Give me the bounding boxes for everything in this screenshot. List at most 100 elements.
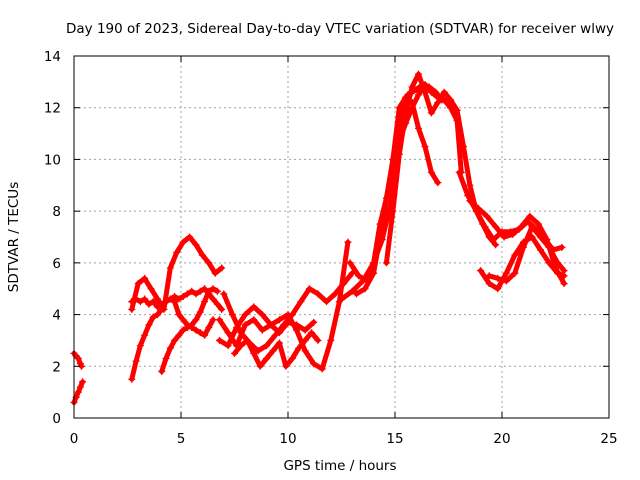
data-point [250,349,258,357]
data-point [481,223,489,231]
data-point [220,290,228,298]
data-point [537,246,545,254]
data-point [267,321,275,329]
data-point [128,305,136,313]
data-point [327,336,335,344]
data-point [205,259,213,267]
data-point [218,264,226,272]
y-tick-label: 6 [52,256,61,272]
series-trace-r [486,224,567,284]
data-point [218,305,226,313]
data-point [263,355,271,363]
data-point [179,316,187,324]
data-point [427,88,435,96]
data-point [228,311,236,319]
series-trace-f [159,286,220,374]
data-point [415,70,423,78]
data-point [519,243,527,251]
data-point [179,238,187,246]
data-point [209,295,217,303]
data-point [233,342,241,350]
data-point [136,298,144,306]
data-point [205,287,213,295]
data-point [305,285,313,293]
data-point [554,269,562,277]
data-point [338,295,345,303]
data-point [256,362,264,370]
data-point [331,290,339,298]
y-tick-label: 8 [52,204,61,220]
axis-ticks: 0 5 10 15 20 25 0 2 4 6 8 10 12 14 [44,49,618,447]
data-point [196,329,204,337]
data-point [526,212,534,220]
data-point [158,305,166,313]
data-point [201,298,209,306]
data-point [231,349,238,357]
data-point [310,318,318,326]
data-point [288,355,296,363]
data-point [175,295,183,303]
data-point [389,161,397,169]
x-tick-label: 5 [177,431,186,447]
data-point [348,287,356,295]
data-point [558,243,566,251]
data-point [258,311,266,319]
data-point [389,207,397,215]
series-trace-h [217,239,351,372]
data-point [275,329,283,337]
data-point [147,285,155,293]
y-tick-label: 10 [44,152,61,168]
data-point [205,324,213,331]
y-tick-label: 0 [52,411,61,427]
data-point [158,367,166,375]
y-tick-label: 2 [52,359,61,375]
data-point [74,388,82,396]
data-point [74,355,82,363]
data-point [344,238,352,246]
data-point [153,295,161,303]
data-point [427,109,435,117]
data-point [528,223,536,231]
data-point [427,168,435,176]
data-point [171,336,179,344]
data-point [314,336,322,344]
data-point [241,311,249,319]
data-point [453,106,461,114]
x-tick-label: 10 [279,431,296,447]
data-point [459,143,467,150]
data-point [492,241,500,249]
chart-title: Day 190 of 2023, Sidereal Day-to-day VTE… [66,21,614,37]
data-point [502,277,510,285]
data-point [314,290,322,298]
data-point [310,360,318,368]
data-point [560,267,568,275]
data-point [395,150,403,158]
data-point [359,277,367,285]
data-point [271,331,279,339]
data-point [376,233,384,241]
data-point [494,274,502,282]
data-point [517,223,525,231]
data-point [179,292,187,300]
data-point [402,109,410,117]
data-point [361,285,369,293]
data-point [408,83,416,91]
data-point [440,88,448,96]
data-point [474,205,482,213]
data-point [500,233,508,241]
data-point [275,316,283,324]
data-point [477,267,485,275]
data-point [421,143,429,150]
data-point [166,344,174,352]
data-point [269,347,277,355]
data-point [201,331,209,339]
series-trace-i [232,330,321,369]
data-point [213,287,221,295]
data-point [196,308,204,316]
data-point [434,179,442,187]
data-point [224,342,232,350]
data-point [352,290,360,298]
data-point [128,375,136,383]
data-point [211,269,219,277]
